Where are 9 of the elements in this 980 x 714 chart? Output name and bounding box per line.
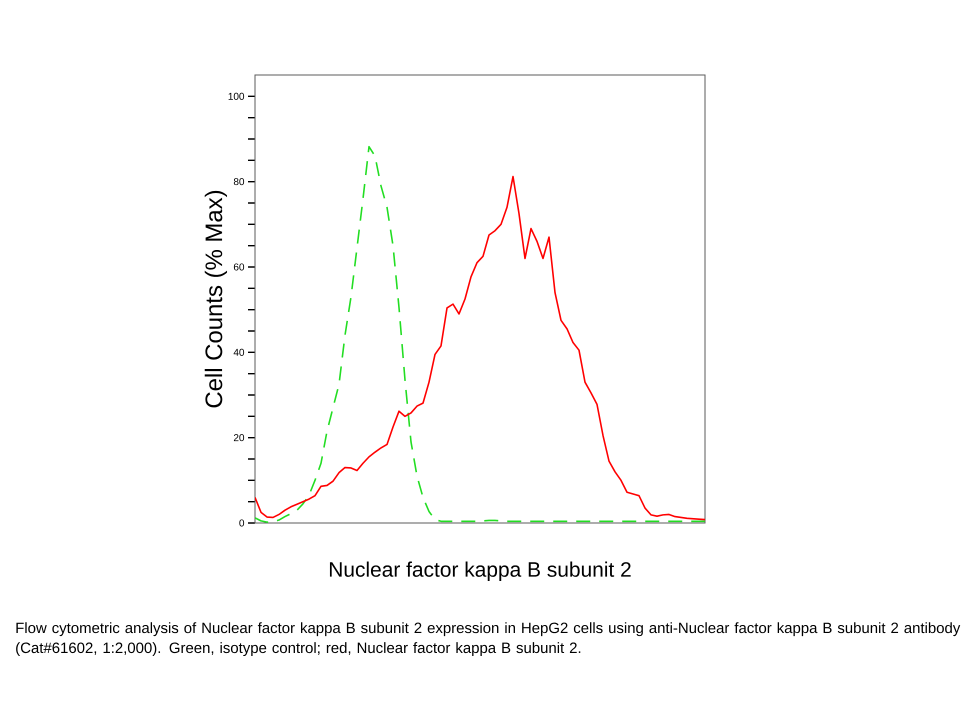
y-tick-label: 100 [228,92,244,100]
y-tick-label: 40 [234,348,244,356]
y-tick-label: 60 [234,263,244,271]
y-tick-label: 20 [234,434,244,442]
text: Flow cytometric analysis of Nuclear factor kappa B subunit 2 expression in HepG2 cells using anti-Nuclear factor kappa B subunit 2 antibody (Cat#61602, 1:2,000). Green, isotype control; red, Nuclear factor kappa B subunit 2. [16,622,960,656]
y-axis-title: Cell Counts (% Max) [204,190,228,408]
y-tick-label: 0 [239,519,244,527]
x-axis-title: Nuclear factor kappa B subunit 2 [330,562,631,582]
y-tick-label: 80 [234,178,244,186]
